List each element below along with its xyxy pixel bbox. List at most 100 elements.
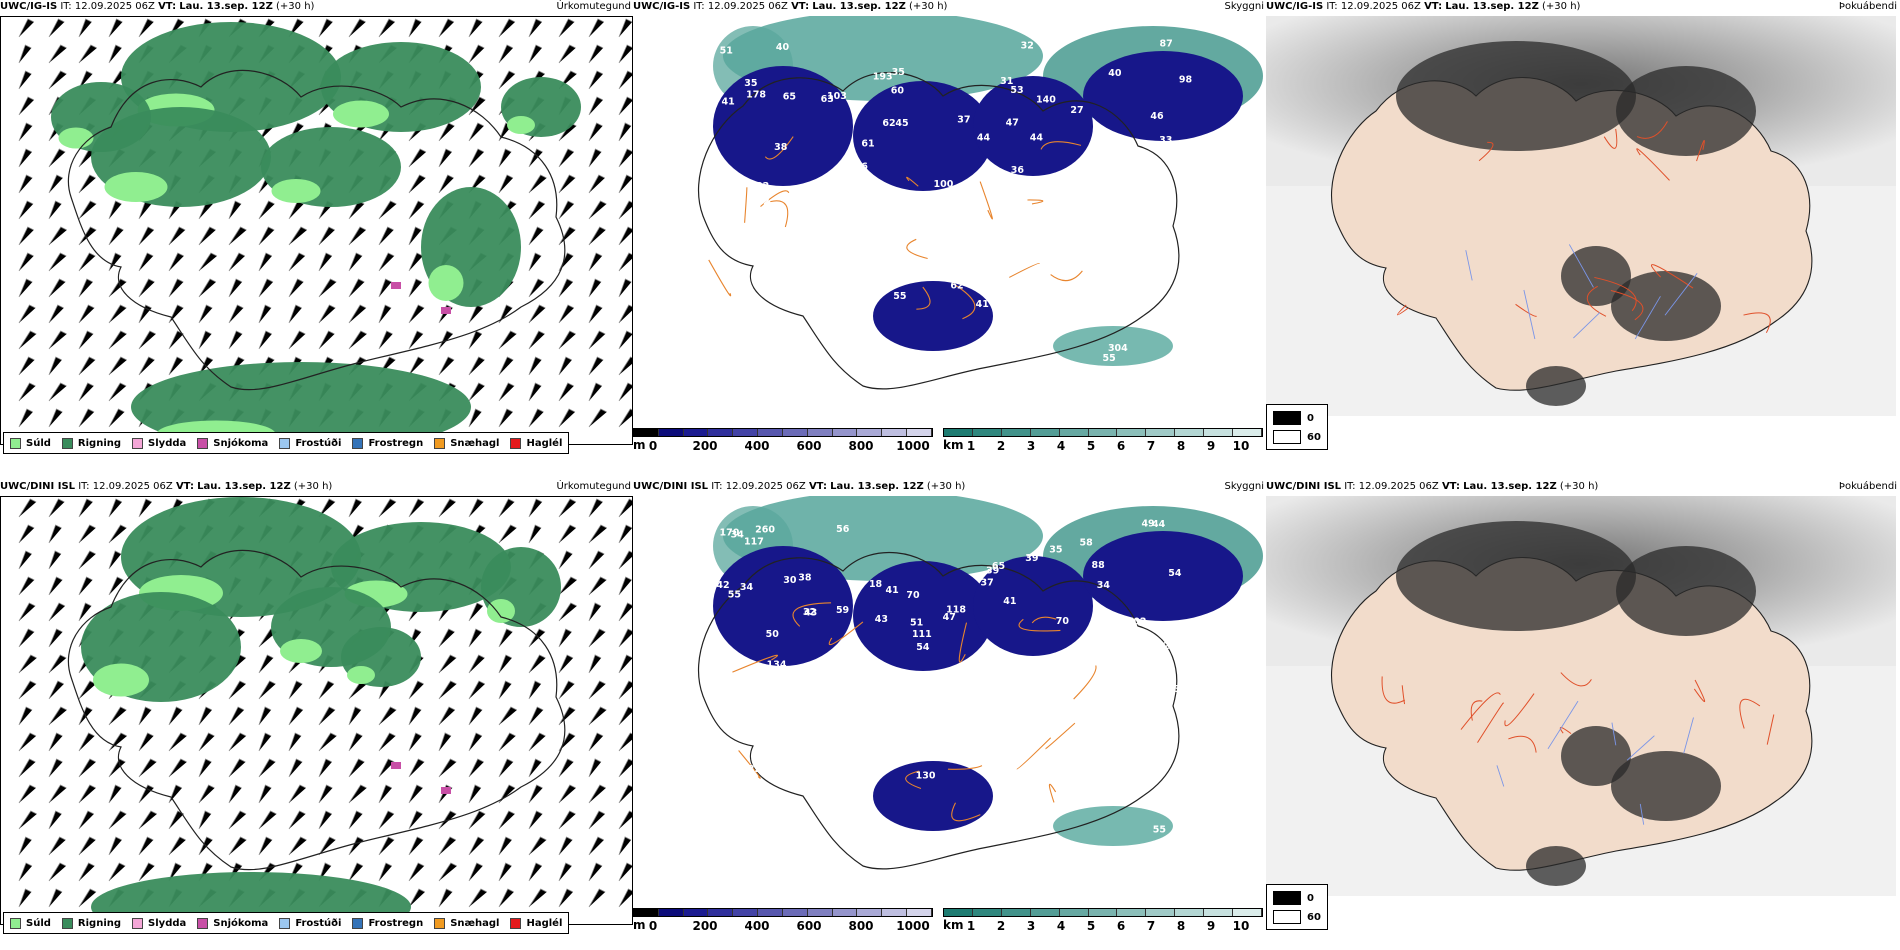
wind-barb [108, 408, 125, 428]
wind-barb [468, 18, 483, 38]
road [1048, 783, 1057, 803]
legend-item: Snæhagl [434, 437, 499, 449]
wind-barb [78, 44, 97, 64]
legend-swatch [61, 917, 73, 929]
cloud-base-label: 49 [1088, 147, 1101, 158]
wind-barb [588, 44, 604, 64]
wind-barb [438, 628, 455, 648]
cloud-base-label: 36 [741, 799, 755, 810]
wind-barb [408, 810, 423, 830]
cloud-base-label: 80 [843, 194, 857, 205]
cloud-base-label: 40 [726, 672, 740, 683]
wind-barb [438, 18, 455, 38]
wind-barb [78, 784, 96, 804]
wind-barb [618, 18, 632, 38]
colorbar-bin [1233, 429, 1262, 436]
wind-barb [138, 758, 157, 778]
wind-barb [468, 732, 483, 752]
wind-barb [108, 200, 122, 220]
wind-barb [588, 70, 604, 90]
road [1073, 665, 1097, 700]
cloud-base-label: 397 [1176, 624, 1196, 635]
elevation-unit: m [633, 918, 646, 932]
wind-barb [48, 628, 63, 648]
cloud-base-label: 37 [1174, 684, 1187, 695]
init-time: IT: 12.09.2025 06Z [78, 481, 173, 492]
wind-barb [18, 810, 37, 830]
cloud-base-label: 51 [1106, 277, 1119, 288]
wind-barb [618, 356, 632, 376]
legend-item: Snjókoma [197, 917, 268, 929]
wind-barb [48, 226, 67, 246]
wind-barb [498, 888, 514, 908]
fog-indicator-map[interactable] [1266, 16, 1896, 416]
wind-barb [408, 174, 426, 194]
fog-area [1561, 726, 1631, 786]
precip-type-map[interactable] [0, 16, 633, 445]
road [979, 181, 993, 220]
cloud-base-label: 41 [1003, 596, 1016, 607]
valid-time-label: VT: [158, 1, 177, 12]
rain-area [91, 872, 411, 924]
cloud-base-label: 135 [867, 201, 887, 212]
wind-barb [288, 252, 306, 272]
wind-barb [78, 576, 93, 596]
cloud-base-label: 32 [1021, 40, 1034, 51]
snow-area [391, 762, 401, 769]
legend-label: Frostregn [368, 917, 424, 929]
road-network [732, 602, 1097, 822]
wind-barb [288, 304, 302, 324]
road [1031, 616, 1057, 624]
wind-barb [258, 226, 275, 246]
wind-barb [498, 628, 513, 648]
valid-time: Lau. 13.sep. 12Z [1445, 1, 1539, 12]
fog-panel: UWC/DINI ISL IT: 12.09.2025 06Z VT: Lau.… [1266, 480, 1899, 940]
fog-indicator-map[interactable] [1266, 496, 1896, 896]
wind-barb [408, 862, 425, 882]
wind-barb [498, 330, 517, 350]
wind-barb [528, 784, 543, 804]
wind-barb [558, 628, 572, 648]
wind-barb [138, 252, 154, 272]
wind-barb [228, 680, 247, 700]
panel-title: Þokuábendi [1838, 1, 1897, 12]
wind-barb [618, 70, 632, 90]
fog-legend: 0 60 [1266, 884, 1328, 930]
cloud-base-label: 221 [835, 808, 855, 819]
cloud-base-label: 71 [987, 285, 1000, 296]
wind-barb [18, 784, 37, 804]
cloud-base-label: 36 [858, 764, 872, 775]
colorbar-bin [807, 909, 833, 916]
cloud-base-label: 34 [1139, 259, 1153, 270]
cloud-base-area [973, 556, 1093, 656]
road [951, 802, 981, 822]
wind-barb [78, 174, 96, 194]
wind-barb [168, 278, 184, 298]
road [1693, 679, 1706, 702]
visibility-map[interactable]: 58 39 34 36 65 46 73 43 50 54 42 34 37 41 32 37 39 50 35 36… [633, 496, 1264, 896]
wind-barb [468, 654, 485, 674]
cloud-base-label: 30 [1128, 251, 1142, 262]
colorbar-bin [1088, 909, 1118, 916]
init-time: IT: 12.09.2025 06Z [60, 1, 155, 12]
model-name: UWC/IG-IS [1266, 1, 1324, 12]
wind-barb [438, 654, 457, 674]
wind-barb [468, 122, 484, 142]
cloud-base-area [713, 66, 853, 186]
legend-label: Frostúði [295, 437, 342, 449]
wind-barb [198, 706, 213, 726]
visibility-map[interactable]: 45 46 36 34 27 55 29 65 39 32 35 37 20 47 54 41 36 40 40 33… [633, 16, 1264, 416]
river [1573, 312, 1601, 339]
legend-swatch [279, 437, 291, 449]
cloud-base-label: 32 [748, 764, 761, 775]
colorbar-bin [1030, 909, 1060, 916]
visibility-unit: km [943, 438, 964, 452]
wind-barb [618, 408, 632, 428]
legend-label: Snæhagl [450, 917, 500, 929]
colorbar-bin [683, 909, 709, 916]
colorbar-bin [658, 429, 684, 436]
wind-barb [588, 680, 606, 700]
wind-barb [588, 810, 606, 830]
road [1594, 276, 1637, 312]
precip-type-map[interactable] [0, 496, 633, 925]
